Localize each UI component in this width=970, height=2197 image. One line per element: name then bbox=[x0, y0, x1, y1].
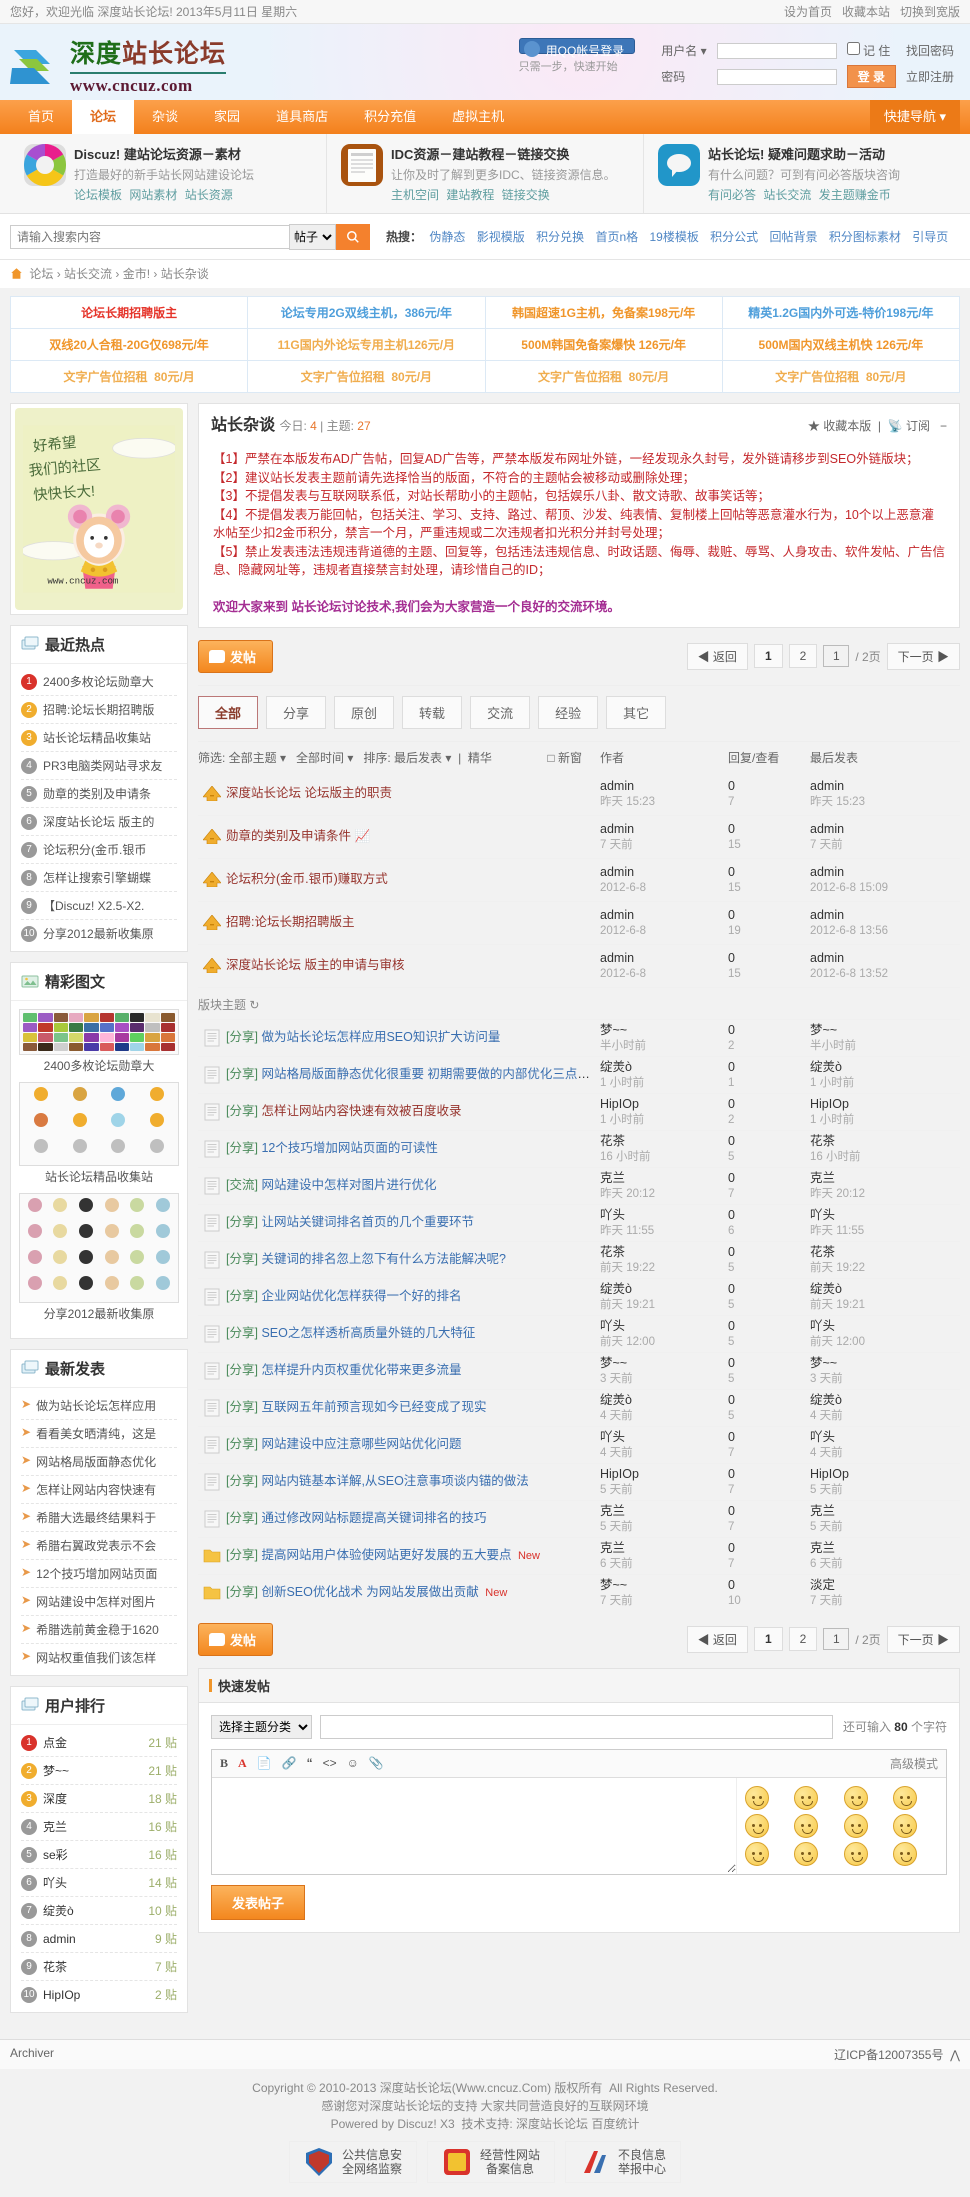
svg-text:www.cncuz.com: www.cncuz.com bbox=[47, 575, 118, 586]
